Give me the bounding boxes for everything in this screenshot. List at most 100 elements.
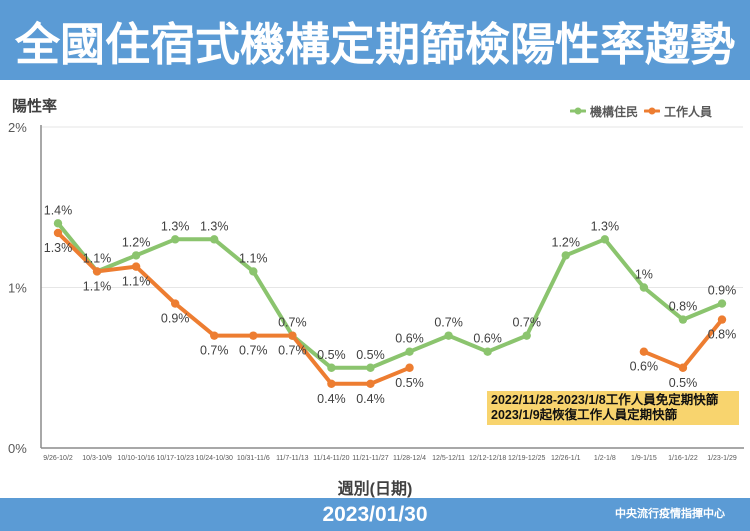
data-label-residents: 1.2% (552, 235, 581, 249)
data-point-residents (366, 363, 375, 372)
data-point-staff (170, 299, 180, 308)
footer-date: 2023/01/30 (322, 503, 428, 526)
data-label-staff: 0.4% (356, 392, 385, 406)
data-label-staff: 0.5% (669, 376, 698, 390)
x-tick-label: 10/31-11/6 (237, 455, 270, 462)
data-point-residents (600, 235, 610, 244)
data-label-residents: 0.5% (317, 348, 346, 362)
data-label-staff: 1.3% (44, 241, 73, 255)
axes (40, 125, 744, 449)
legend-marker-residents (570, 107, 586, 115)
data-point-staff (92, 267, 102, 276)
data-point-residents (249, 267, 258, 276)
x-tick-label: 11/28-12/4 (393, 455, 426, 462)
data-point-staff (210, 331, 219, 340)
x-tick-label: 12/19-12/25 (508, 455, 545, 462)
data-point-residents (53, 219, 63, 228)
data-label-staff: 1.1% (122, 275, 151, 289)
x-tick-label: 12/5-12/11 (432, 455, 465, 462)
x-tick-label: 10/24-10/30 (196, 455, 233, 462)
annotation-line-1: 2022/11/28-2023/1/8工作人員免定期快篩 (491, 393, 719, 407)
y-tick-label: 2% (8, 120, 27, 135)
data-point-residents (717, 299, 727, 308)
x-tick-label: 1/16-1/22 (668, 455, 698, 462)
data-point-staff (249, 331, 258, 340)
data-point-residents (444, 331, 453, 340)
data-label-residents: 0.5% (356, 348, 385, 362)
data-label-residents: 0.7% (434, 316, 463, 330)
y-tick-label: 0% (8, 441, 27, 456)
annotation-box: 2022/11/28-2023/1/8工作人員免定期快篩 2023/1/9起恢復… (487, 391, 739, 425)
gridlines (41, 126, 743, 288)
data-label-staff: 0.7% (239, 344, 268, 358)
data-point-staff (405, 363, 414, 372)
tick-labels: 0% 1% 2% 9/26-10/2 10/3-10/9 10/10-10/16 10/17… (8, 120, 737, 462)
x-tick-label: 9/26-10/2 (43, 455, 73, 462)
series-points (53, 219, 727, 388)
x-tick-label: 1/23-1/29 (707, 455, 737, 462)
data-point-residents (483, 347, 492, 356)
data-label-staff: 0.6% (630, 360, 659, 374)
x-tick-label: 12/26-1/1 (551, 455, 581, 462)
data-point-residents (327, 363, 336, 372)
x-tick-label: 10/3-10/9 (82, 455, 112, 462)
data-point-residents (405, 347, 414, 356)
data-label-residents: 1.2% (122, 235, 151, 249)
legend: 機構住民 工作人員 (570, 103, 718, 119)
data-point-staff (53, 228, 63, 238)
annotation-line-2: 2023/1/9起恢復工作人員定期快篩 (491, 408, 678, 422)
data-label-staff: 0.9% (161, 312, 190, 326)
data-label-staff: 0.8% (708, 328, 737, 342)
data-label-residents: 1.1% (83, 251, 112, 265)
data-point-residents (639, 283, 649, 292)
data-label-residents: 0.9% (708, 284, 737, 298)
legend-label-staff: 工作人員 (664, 104, 713, 119)
x-tick-label: 11/14-11/20 (313, 455, 349, 462)
data-label-residents: 0.6% (395, 332, 424, 346)
data-label-residents: 1% (635, 268, 653, 282)
y-axis-title: 陽性率 (12, 98, 58, 115)
data-point-staff (639, 347, 649, 356)
series-line-residents (56, 221, 724, 370)
data-point-staff (327, 379, 336, 388)
legend-item-residents: 機構住民 (570, 103, 638, 120)
x-tick-label: 11/7-11/13 (276, 455, 309, 462)
footer-bar: 2023/01/30 中央流行疫情指揮中心 (0, 498, 750, 531)
data-label-residents: 1.3% (591, 219, 620, 233)
data-label-staff: 1.1% (83, 279, 112, 293)
data-label-residents: 1.3% (200, 219, 229, 233)
chart-title: 全國住宿式機構定期篩檢陽性率趨勢 (14, 18, 735, 70)
series-lines (56, 221, 724, 386)
x-tick-label: 1/9-1/15 (631, 455, 657, 462)
data-point-staff (717, 315, 727, 324)
data-label-staff: 0.4% (317, 392, 346, 406)
x-tick-label: 12/12-12/18 (469, 455, 506, 462)
data-point-staff (131, 262, 141, 271)
x-tick-label: 10/17-10/23 (156, 455, 193, 462)
legend-label-residents: 機構住民 (590, 104, 639, 119)
data-labels: 1.4% 1.1% 1.2% 1.3% 1.3% 1.1% 0.7% 0.5% 0.5% 0.6%… (44, 203, 737, 405)
legend-marker-staff (644, 107, 661, 115)
data-label-residents: 0.7% (512, 316, 541, 330)
x-tick-label: 1/2-1/8 (594, 455, 616, 462)
data-point-residents (210, 235, 219, 244)
legend-item-staff: 工作人員 (644, 103, 712, 120)
data-label-staff: 0.7% (278, 344, 307, 358)
data-point-residents (561, 251, 570, 260)
footer-source: 中央流行疫情指揮中心 (615, 508, 725, 520)
x-tick-label: 10/10-10/16 (117, 455, 154, 462)
title-banner: 全國住宿式機構定期篩檢陽性率趨勢 (0, 0, 750, 80)
data-label-residents: 0.6% (473, 332, 502, 346)
data-label-staff: 0.5% (395, 376, 424, 390)
x-tick-label: 11/21-11/27 (352, 455, 388, 462)
x-axis-title: 週別(日期) (337, 481, 413, 498)
data-point-staff (288, 331, 297, 340)
y-tick-label: 1% (8, 281, 27, 296)
data-point-residents (170, 235, 180, 244)
data-point-staff (366, 379, 375, 388)
data-point-residents (522, 331, 531, 340)
data-point-staff (678, 363, 688, 372)
series-line-staff (56, 230, 412, 386)
data-label-residents: 1.4% (44, 203, 73, 217)
